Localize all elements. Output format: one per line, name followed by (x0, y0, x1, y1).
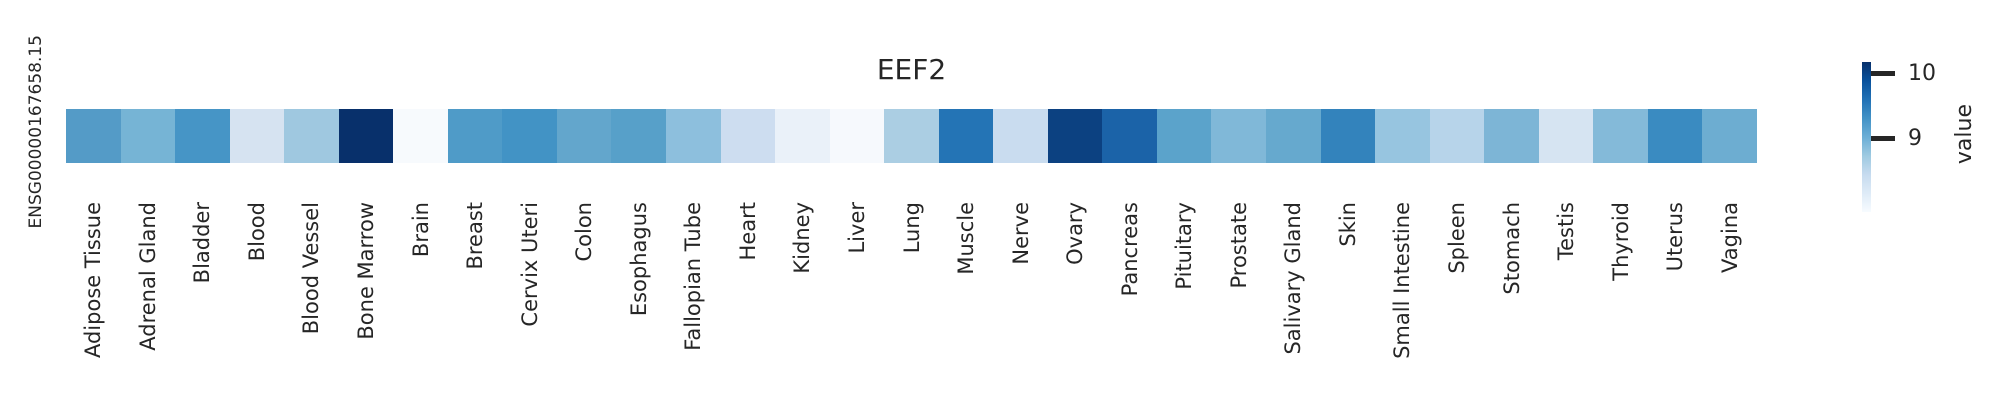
x-tick-label-vagina: Vagina (1717, 202, 1742, 273)
heatmap-cell-prostate (1211, 109, 1267, 163)
heatmap-cell-blood (229, 109, 285, 163)
heatmap-cell-bladder (175, 109, 230, 163)
x-tick-label-fallopian-tube: Fallopian Tube (681, 202, 706, 351)
x-tick-label-uterus: Uterus (1663, 202, 1688, 272)
x-tick-label-muscle: Muscle (954, 202, 979, 275)
heatmap-cell-liver (829, 109, 885, 163)
heatmap-cell-ovary (1047, 109, 1103, 163)
x-tick-label-lung: Lung (899, 202, 924, 254)
x-tick-label-heart: Heart (735, 202, 760, 261)
heatmap-cell-salivary-gland (1266, 109, 1321, 163)
x-tick-label-spleen: Spleen (1444, 202, 1469, 274)
colorbar-tick-9 (1871, 136, 1895, 141)
x-tick-label-adrenal-gland: Adrenal Gland (135, 202, 160, 351)
x-tick-label-nerve: Nerve (1008, 202, 1033, 265)
heatmap-cell-blood-vessel (284, 109, 339, 163)
x-tick-label-kidney: Kidney (790, 202, 815, 274)
heatmap-cell-testis (1538, 109, 1594, 163)
x-tick-label-testis: Testis (1554, 202, 1579, 261)
x-tick-label-stomach: Stomach (1499, 202, 1524, 295)
heatmap-cell-adrenal-gland (120, 109, 176, 163)
x-tick-label-thyroid: Thyroid (1608, 202, 1633, 281)
x-tick-label-pituitary: Pituitary (1172, 202, 1197, 290)
x-tick-label-colon: Colon (572, 202, 597, 262)
heatmap-cell-cervix-uteri (502, 109, 557, 163)
colorbar-axis-label: value (1952, 104, 1977, 165)
colorbar-tick-label-9: 9 (1908, 126, 1922, 151)
x-tick-label-bladder: Bladder (190, 202, 215, 284)
x-tick-label-liver: Liver (844, 202, 869, 254)
x-tick-label-bone-marrow: Bone Marrow (354, 202, 379, 340)
heatmap-cell-esophagus (611, 109, 667, 163)
colorbar-tick-10 (1871, 71, 1895, 76)
heatmap-cell-vagina (1702, 109, 1757, 163)
heatmap-cell-nerve (993, 109, 1048, 163)
chart-title: EEF2 (876, 53, 947, 86)
x-tick-label-esophagus: Esophagus (626, 202, 651, 317)
x-tick-label-ovary: Ovary (1063, 202, 1088, 265)
x-tick-label-cervix-uteri: Cervix Uteri (517, 202, 542, 327)
colorbar-gradient (1862, 62, 1871, 212)
x-tick-label-adipose-tissue: Adipose Tissue (81, 202, 106, 359)
x-tick-label-blood: Blood (244, 202, 269, 262)
x-tick-label-small-intestine: Small Intestine (1390, 202, 1415, 359)
heatmap-cell-stomach (1484, 109, 1539, 163)
heatmap-cell-kidney (775, 109, 830, 163)
heatmap-cell-breast (447, 109, 503, 163)
heatmap-cell-brain (393, 109, 448, 163)
heatmap-cell-thyroid (1593, 109, 1648, 163)
colorbar-tick-label-10: 10 (1908, 61, 1936, 86)
x-tick-label-salivary-gland: Salivary Gland (1281, 202, 1306, 355)
x-tick-label-prostate: Prostate (1226, 202, 1251, 289)
x-tick-label-blood-vessel: Blood Vessel (299, 202, 324, 335)
x-tick-label-brain: Brain (408, 202, 433, 258)
x-tick-label-breast: Breast (463, 202, 488, 270)
heatmap-cell-colon (556, 109, 612, 163)
heatmap-cell-adipose-tissue (66, 109, 121, 163)
heatmap-cell-bone-marrow (338, 109, 394, 163)
heatmap-cell-small-intestine (1375, 109, 1430, 163)
heatmap-row (66, 109, 1757, 163)
gene-row-label: ENSG00000167658.15 (26, 35, 46, 229)
heatmap-cell-spleen (1429, 109, 1485, 163)
x-tick-label-pancreas: Pancreas (1117, 202, 1142, 297)
heatmap-cell-fallopian-tube (666, 109, 721, 163)
heatmap-cell-lung (884, 109, 939, 163)
heatmap-cell-muscle (938, 109, 994, 163)
heatmap-cell-pituitary (1156, 109, 1212, 163)
x-tick-label-skin: Skin (1335, 202, 1360, 247)
heatmap-cell-uterus (1647, 109, 1703, 163)
heatmap-cell-heart (720, 109, 776, 163)
heatmap-cell-pancreas (1102, 109, 1157, 163)
heatmap-cell-skin (1320, 109, 1376, 163)
